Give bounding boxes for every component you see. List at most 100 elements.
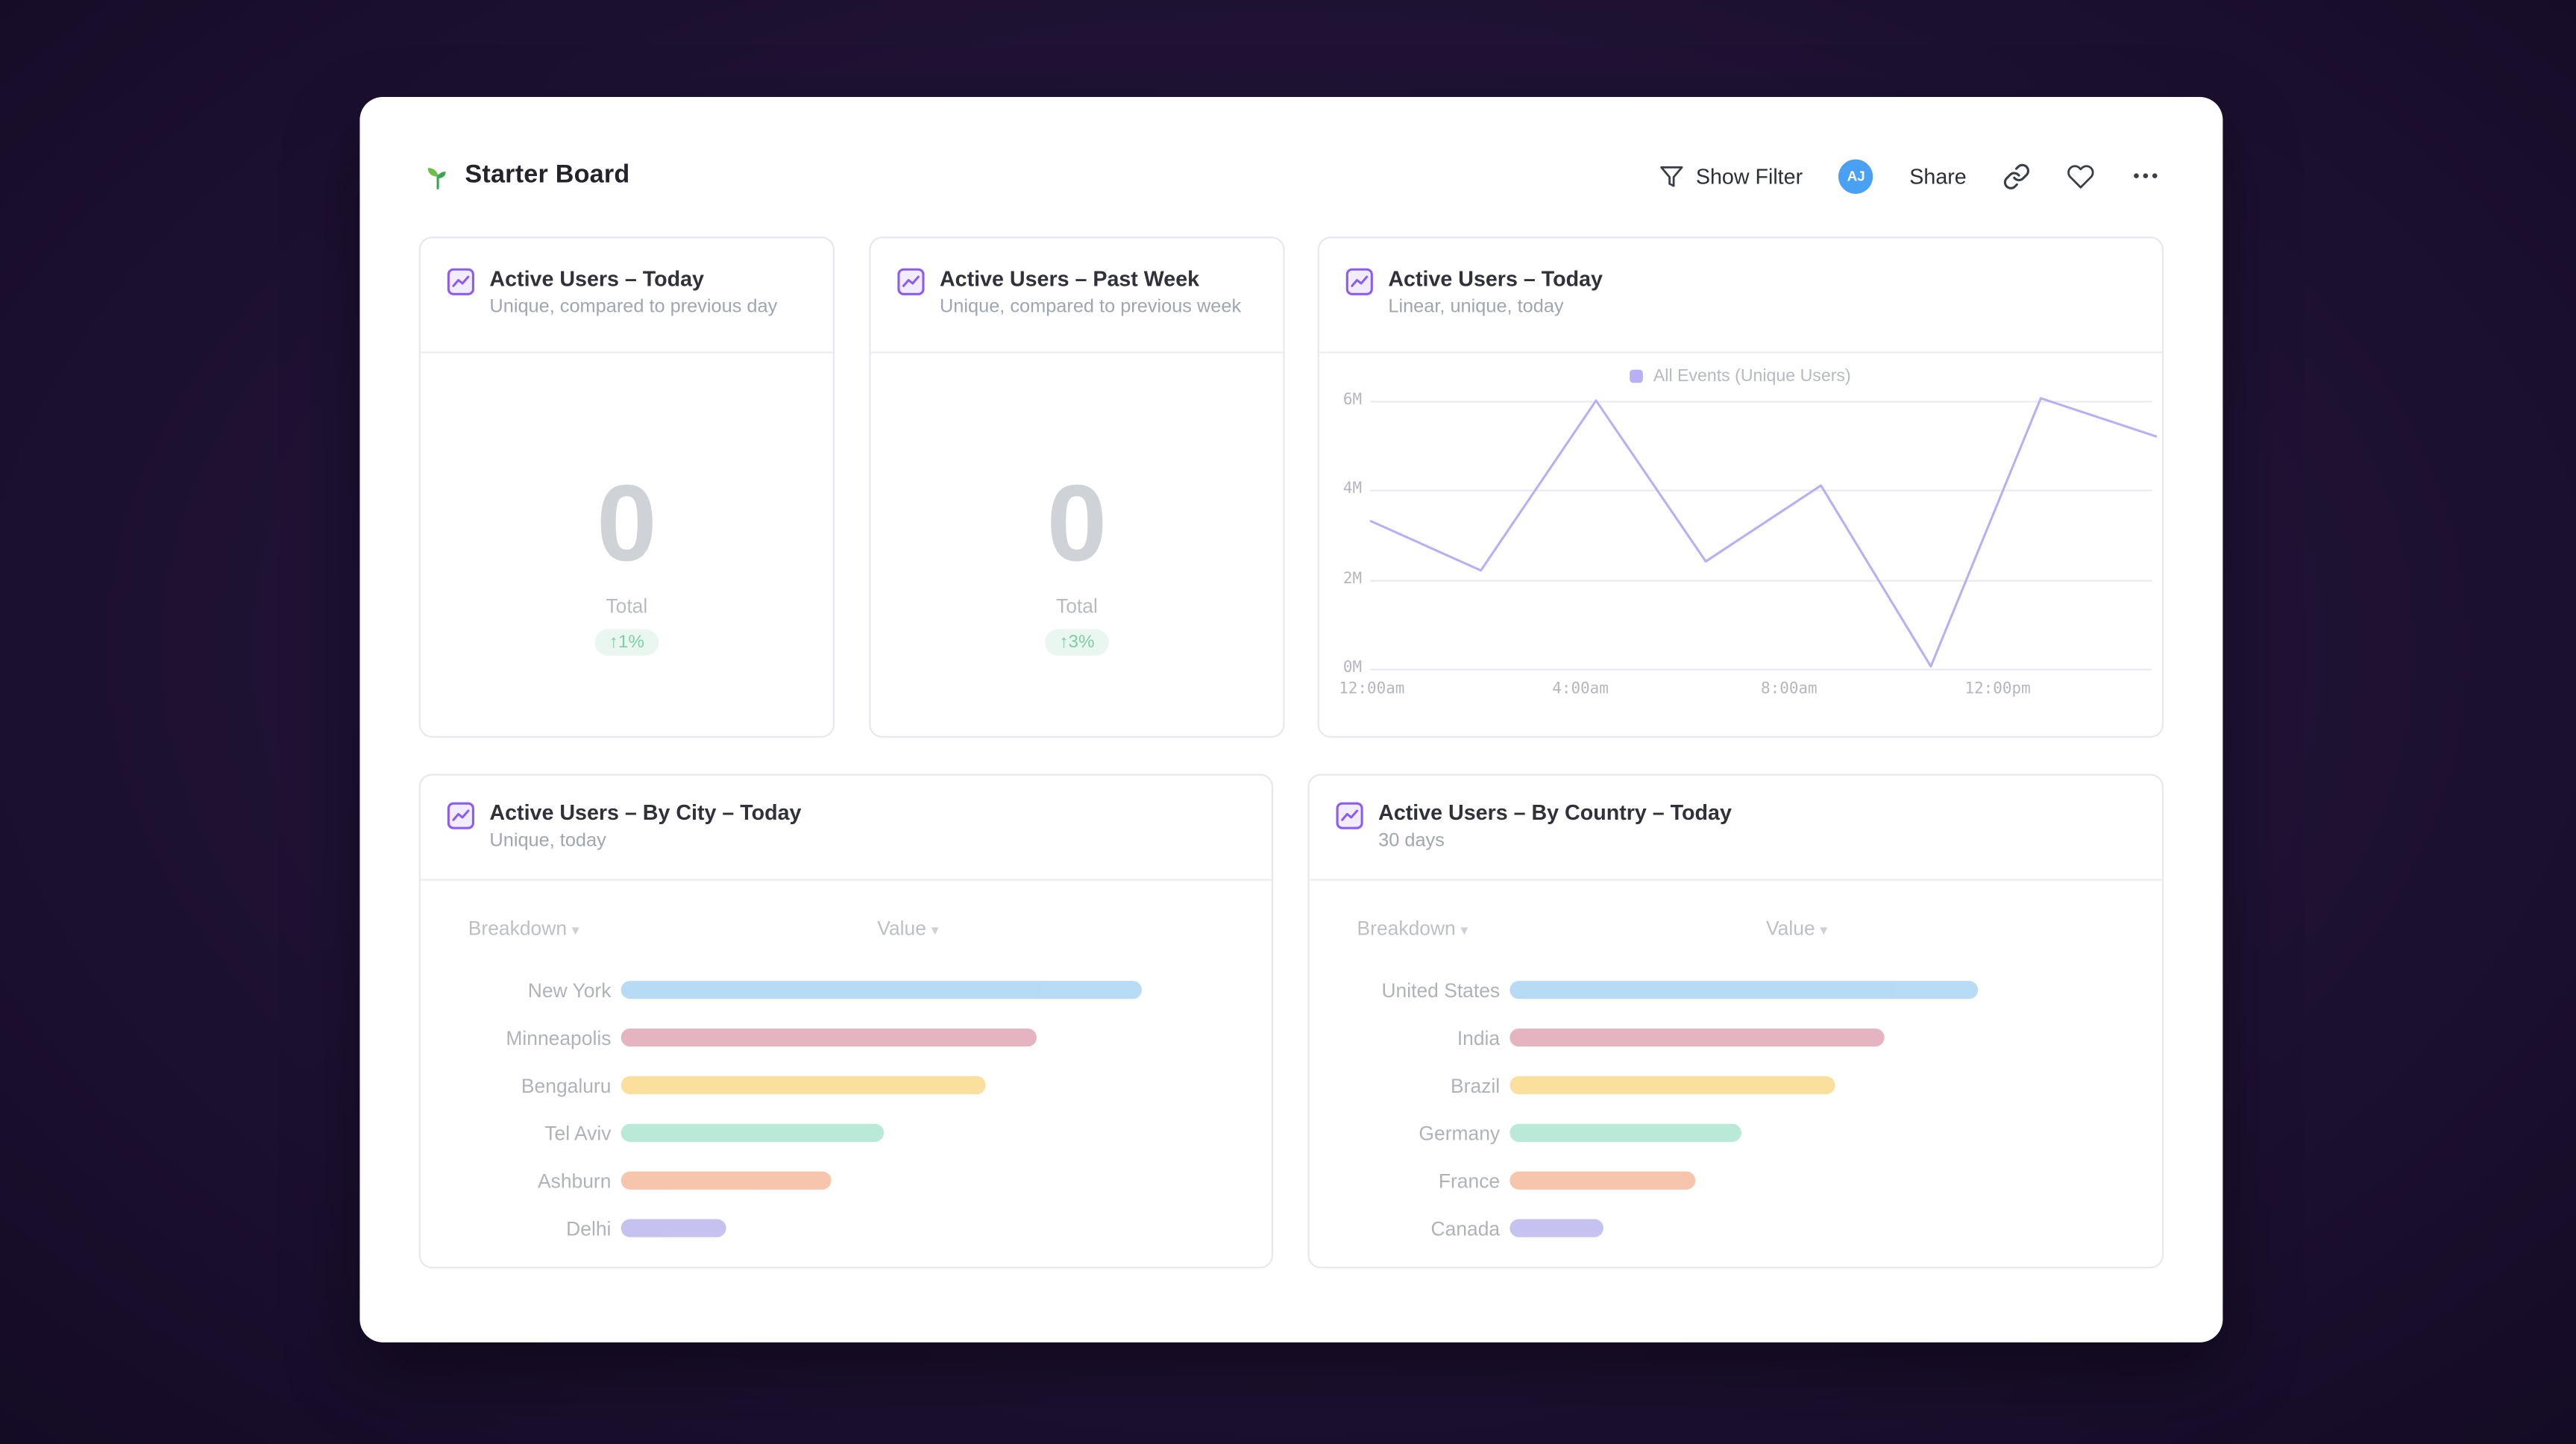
board-title: Starter Board [465,160,630,189]
y-tick-label: 6M [1342,391,1363,409]
card-active-users-by-city[interactable]: Active Users – By City – Today Unique, t… [418,773,1274,1269]
table-row: France [1310,1157,2136,1205]
row-label: Canada [1430,1217,1501,1240]
card-active-users-past-week[interactable]: Active Users – Past Week Unique, compare… [869,236,1285,738]
table-row: Bengaluru [421,1061,1245,1109]
row-label: New York [527,978,612,1002]
row-bar [1510,1123,1741,1142]
chart-icon [1336,802,1363,829]
delta-badge: ↑1% [594,629,659,656]
row-label: Ashburn [537,1169,612,1193]
copy-link-button[interactable] [2002,162,2030,189]
kpi-label: Total [606,594,648,618]
row-bar [1510,1171,1696,1190]
card-subtitle: Unique, compared to previous week [940,298,1242,318]
favorite-button[interactable] [2067,162,2094,189]
card-header: Active Users – Past Week Unique, compare… [870,238,1284,354]
chevron-down-icon: ▾ [571,921,579,938]
board-header: Starter Board Show Filter AJ Share [424,149,2160,201]
breakdown-column-dropdown[interactable]: Breakdown ▾ [1357,917,1468,940]
table-row: Minneapolis [421,1014,1245,1061]
y-tick-label: 4M [1342,480,1363,498]
table-row: United States [1310,966,2136,1014]
value-column-dropdown[interactable]: Value ▾ [1766,917,1827,940]
breakdown-column-dropdown[interactable]: Breakdown ▾ [468,917,579,940]
line-series-path [1369,397,2158,668]
show-filter-label: Show Filter [1695,163,1803,189]
card-title: Active Users – By City – Today [489,800,802,825]
row-bar [1510,1028,1885,1047]
card-title: Active Users – Today [1388,266,1603,291]
table-row: Brazil [1310,1061,2136,1109]
link-icon [2003,163,2029,189]
delta-badge: ↑3% [1044,629,1110,656]
card-header: Active Users – Today Unique, compared to… [420,238,833,354]
kpi-value: 0 [1046,461,1108,583]
card-subtitle: Linear, unique, today [1388,298,1564,318]
row-label: Tel Aviv [544,1121,612,1145]
chart-icon [897,268,925,295]
x-tick-label: 4:00am [1552,679,1609,699]
value-column-label: Value [1766,917,1815,941]
chart-icon [447,268,474,295]
row-bar [621,1219,726,1237]
line-chart-body: All Events (Unique Users) 6M 4M 2M 0M 12… [1319,354,2162,736]
table-row: Tel Aviv [421,1109,1245,1157]
chart-icon [447,802,474,829]
value-column-label: Value [877,917,926,941]
x-tick-label: 12:00pm [1964,679,2031,699]
row-bar [621,1028,1037,1047]
line-chart-plot [1369,397,2158,668]
gridline-2m [1370,580,2152,582]
card-active-users-today[interactable]: Active Users – Today Unique, compared to… [418,236,835,738]
row-label: France [1438,1169,1501,1193]
y-tick-label: 2M [1342,570,1363,588]
breakdown-table-body: Breakdown ▾ Value ▾ United States India [1310,881,2162,1267]
row-label: Germany [1419,1121,1501,1145]
x-tick-label: 8:00am [1761,679,1818,699]
table-row: Ashburn [421,1157,1245,1205]
row-label: United States [1381,978,1501,1002]
card-subtitle: 30 days [1378,832,1445,852]
avatar[interactable]: AJ [1838,158,1873,193]
breakdown-table-body: Breakdown ▾ Value ▾ New York Minneapolis [421,881,1272,1267]
legend-swatch [1630,369,1644,383]
show-filter-button[interactable]: Show Filter [1659,163,1803,188]
table-row: New York [421,966,1245,1014]
card-subtitle: Unique, compared to previous day [489,298,778,318]
row-bar [1510,1219,1603,1237]
breakdown-column-label: Breakdown [1357,917,1456,941]
row-bar [621,1171,832,1190]
share-button[interactable]: Share [1909,163,1966,188]
more-options-button[interactable] [2131,161,2161,191]
row-bar [621,1076,986,1095]
row-bar [621,981,1142,999]
row-label: Bengaluru [521,1073,612,1097]
card-subtitle: Unique, today [489,832,606,852]
board-title-group: Starter Board [424,161,629,191]
card-header: Active Users – By City – Today Unique, t… [420,776,1272,881]
card-header: Active Users – Today Linear, unique, tod… [1319,238,2162,354]
chevron-down-icon: ▾ [931,921,939,938]
chart-icon [1345,268,1373,295]
y-tick-label: 0M [1342,659,1363,677]
gridline-0m [1370,668,2152,671]
row-label: Minneapolis [506,1026,612,1049]
value-column-dropdown[interactable]: Value ▾ [877,917,938,940]
card-active-users-line-chart[interactable]: Active Users – Today Linear, unique, tod… [1317,236,2164,738]
heart-icon [2067,164,2094,188]
card-active-users-by-country[interactable]: Active Users – By Country – Today 30 day… [1307,773,2164,1269]
table-row: India [1310,1014,2136,1061]
x-tick-label: 12:00am [1339,679,1405,699]
legend-label: All Events (Unique Users) [1653,366,1851,386]
table-row: Germany [1310,1109,2136,1157]
card-header: Active Users – By Country – Today 30 day… [1309,776,2162,881]
filter-icon [1660,165,1684,186]
chevron-down-icon: ▾ [1820,921,1828,938]
breakdown-column-label: Breakdown [468,917,568,941]
row-label: Delhi [566,1217,612,1240]
gridline-6m [1370,401,2152,403]
chevron-down-icon: ▾ [1460,921,1468,938]
row-bar [1510,981,1979,999]
